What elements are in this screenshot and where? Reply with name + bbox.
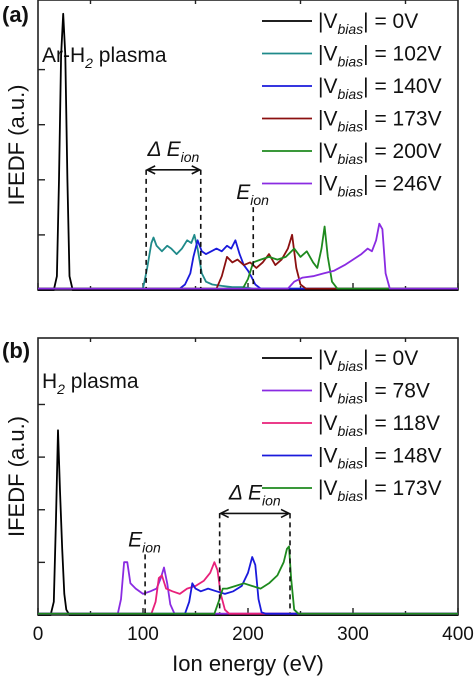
legend-entry: |Vbias| = 140V	[318, 75, 442, 102]
e-ion-label: Eion	[128, 528, 161, 555]
series-line	[38, 222, 458, 290]
series-line	[38, 233, 458, 290]
legend-entry: |Vbias| = 0V	[318, 10, 418, 37]
x-tick-label: 400	[442, 624, 474, 645]
y-axis-label: IFEDF (a.u.)	[4, 84, 29, 205]
series-line	[38, 233, 458, 290]
legend-entry: |Vbias| = 200V	[318, 140, 442, 167]
legend-entry: |Vbias| = 0V	[318, 347, 418, 374]
legend-entry: |Vbias| = 102V	[318, 43, 442, 70]
legend-entry: |Vbias| = 148V	[318, 445, 442, 472]
x-tick-label: 100	[127, 624, 159, 645]
series-line	[38, 239, 458, 290]
panel-label: (b)	[2, 338, 30, 363]
panel-a: IFEDF (a.u.) (a) Ar-H2 plasma |Vbias| = 0V |…	[2, 0, 459, 291]
arrow-head-right	[191, 165, 202, 175]
x-axis-label: Ion energy (eV)	[172, 651, 324, 676]
arrow-head-right	[280, 508, 291, 519]
plasma-annotation: H2 plasma	[42, 370, 139, 397]
panel-label: (a)	[2, 2, 29, 27]
x-tick-label: 200	[232, 624, 264, 645]
series-line	[38, 545, 458, 615]
series-line	[38, 561, 458, 615]
delta-e-label: Δ Eion	[228, 481, 281, 508]
plasma-annotation: Ar-H2 plasma	[42, 44, 167, 71]
series-line	[38, 12, 458, 291]
legend-entry: |Vbias| = 173V	[318, 477, 442, 504]
delta-e-label: Δ Eion	[146, 138, 199, 165]
arrow-head-left	[145, 165, 156, 175]
panel-b: 0 100 200 300 400 Ion energy (eV) IFEDF (a.u.)…	[2, 337, 474, 676]
series-line	[38, 556, 458, 615]
legend-entry: |Vbias| = 118V	[318, 412, 440, 439]
x-tick-label: 300	[337, 624, 369, 645]
legend-entry: |Vbias| = 173V	[318, 108, 442, 135]
legend-entry: |Vbias| = 78V	[318, 380, 430, 407]
series-line	[38, 429, 458, 616]
y-axis-label: IFEDF (a.u.)	[4, 416, 29, 537]
arrow-head-left	[218, 508, 230, 519]
x-tick-label: 0	[33, 624, 44, 645]
legend-entry: |Vbias| = 246V	[318, 173, 442, 200]
series-line	[38, 225, 458, 290]
e-ion-label: Eion	[236, 181, 269, 208]
